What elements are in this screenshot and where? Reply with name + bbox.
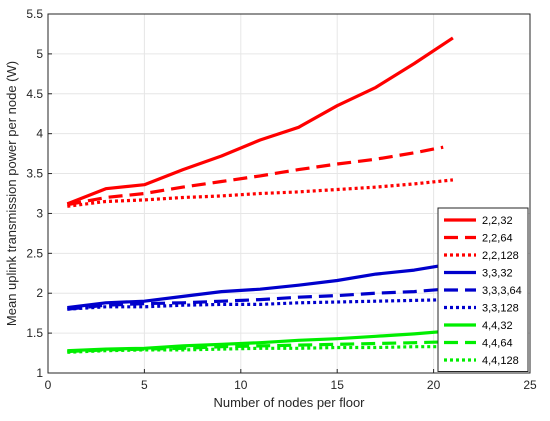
legend-label: 2,2,128 xyxy=(482,250,519,262)
y-tick-label: 1 xyxy=(36,366,43,380)
legend-label: 4,4,32 xyxy=(482,320,513,332)
plot-border xyxy=(47,13,531,374)
legend-label: 4,4,128 xyxy=(482,355,519,367)
y-tick-label: 1.5 xyxy=(26,326,43,340)
x-axis-label: Number of nodes per floor xyxy=(213,395,365,410)
x-tick-label: 5 xyxy=(141,378,148,392)
y-tick-label: 5.5 xyxy=(26,7,43,21)
legend-label: 4,4,64 xyxy=(482,338,513,350)
y-tick-label: 2.5 xyxy=(26,246,43,260)
y-tick-label: 5 xyxy=(36,47,43,61)
legend-label: 3,3,3,64 xyxy=(482,285,522,297)
x-tick-label: 0 xyxy=(45,378,52,392)
y-tick-label: 4.5 xyxy=(26,87,43,101)
series-line-3-3-32 xyxy=(67,262,454,310)
axis-ticks: 0 5 10 15 20 25 1 1.5 2 2.5 3 3.5 4 4.5 5 5.5 xyxy=(26,7,537,392)
y-tick-label: 3.5 xyxy=(26,167,43,181)
y-axis-label: Mean uplink transmission power per node … xyxy=(4,61,19,326)
y-tick-label: 3 xyxy=(36,206,43,220)
x-tick-label: 20 xyxy=(427,378,441,392)
legend-label: 2,2,64 xyxy=(482,233,513,245)
series-line-2-2-64 xyxy=(67,145,444,207)
legend-label: 3,3,32 xyxy=(482,268,513,280)
series-line-2-2-128 xyxy=(67,178,454,208)
series-lines xyxy=(66,36,454,354)
series-line-3-3-3-64 xyxy=(67,287,444,311)
legend-label: 2,2,32 xyxy=(482,215,513,227)
series-line-3-3-128 xyxy=(67,298,453,311)
series-line-2-2-32 xyxy=(66,36,454,206)
y-tick-label: 2 xyxy=(36,286,43,300)
series-line-4-4-128 xyxy=(67,345,453,354)
x-tick-label: 10 xyxy=(234,378,248,392)
y-tick-label: 4 xyxy=(36,127,43,141)
series-line-4-4-64 xyxy=(67,340,444,354)
legend: 2,2,32 2,2,64 2,2,128 3,3,32 3,3,3,64 3,3,128… xyxy=(437,207,529,372)
x-tick-label: 25 xyxy=(523,378,537,392)
legend-label: 3,3,128 xyxy=(482,303,519,315)
x-tick-label: 15 xyxy=(331,378,345,392)
